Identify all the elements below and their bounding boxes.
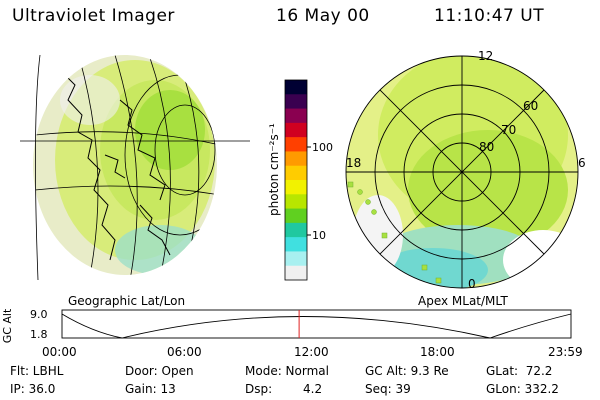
mlat-label-60: 60	[523, 99, 538, 113]
geographic-label: Geographic Lat/Lon	[68, 294, 186, 308]
mlt-label-18: 18	[346, 156, 361, 170]
dsp-label: Dsp:	[245, 382, 273, 396]
colorbar-stripe	[285, 94, 307, 110]
apex-label: Apex MLat/MLT	[418, 294, 508, 308]
colorbar-stripe	[285, 194, 307, 210]
gain-info: Gain: 13	[125, 382, 176, 396]
instrument-title: Ultraviolet Imager	[12, 6, 175, 26]
mlt-label-6: 6	[578, 156, 586, 170]
mode-info: Mode: Normal	[245, 364, 329, 378]
mlt-label-0: 0	[468, 277, 476, 291]
ip-info: IP: 36.0	[10, 382, 56, 396]
colorbar-unit-label: photon cm⁻²s⁻¹	[267, 123, 281, 216]
colorbar-stripe	[285, 122, 307, 138]
time-label: 11:10:47 UT	[434, 6, 545, 26]
altitude-timeline: GC Alt 9.0 1.8	[1, 308, 572, 343]
door-info: Door: Open	[125, 364, 194, 378]
altitude-ytick-low: 1.8	[30, 328, 48, 341]
colorbar-stripe	[285, 180, 307, 195]
xtick-1200: 12:00	[294, 345, 329, 359]
glat-info: GLat: 72.2	[486, 364, 553, 378]
mlt-label-12: 12	[478, 49, 493, 63]
colorbar: photon cm⁻²s⁻¹	[267, 79, 311, 281]
colorbar-stripe	[285, 208, 307, 224]
altitude-ylabel: GC Alt	[1, 308, 14, 343]
colorbar-tick-100: 100	[312, 141, 333, 154]
colorbar-stripe	[285, 108, 307, 124]
xtick-0000: 00:00	[42, 345, 77, 359]
altitude-ytick-high: 9.0	[30, 308, 48, 321]
glon-info: GLon: 332.2	[486, 382, 559, 396]
colorbar-stripe	[285, 222, 307, 238]
gc-alt-info: GC Alt: 9.3 Re	[365, 364, 449, 378]
colorbar-tick-10: 10	[312, 229, 326, 242]
colorbar-stripe	[285, 251, 307, 267]
polar-plot: 12 18 6 0 60 70 80	[345, 49, 586, 291]
xtick-0600: 06:00	[167, 345, 202, 359]
colorbar-stripe	[285, 265, 307, 281]
xtick-1800: 18:00	[420, 345, 455, 359]
seq-info: Seq: 39	[365, 382, 411, 396]
date-label: 16 May 00	[276, 6, 370, 26]
colorbar-stripe	[285, 165, 307, 181]
mlat-label-70: 70	[501, 123, 516, 137]
mlat-label-80: 80	[479, 140, 494, 154]
xtick-2359: 23:59	[548, 345, 583, 359]
dsp-value: 4.2	[303, 382, 323, 396]
geographic-image	[20, 54, 250, 281]
colorbar-stripe	[285, 237, 307, 252]
filter-info: Flt: LBHL	[10, 364, 64, 378]
colorbar-stripe	[285, 137, 307, 152]
colorbar-stripe	[285, 151, 307, 167]
colorbar-stripe	[285, 80, 307, 95]
